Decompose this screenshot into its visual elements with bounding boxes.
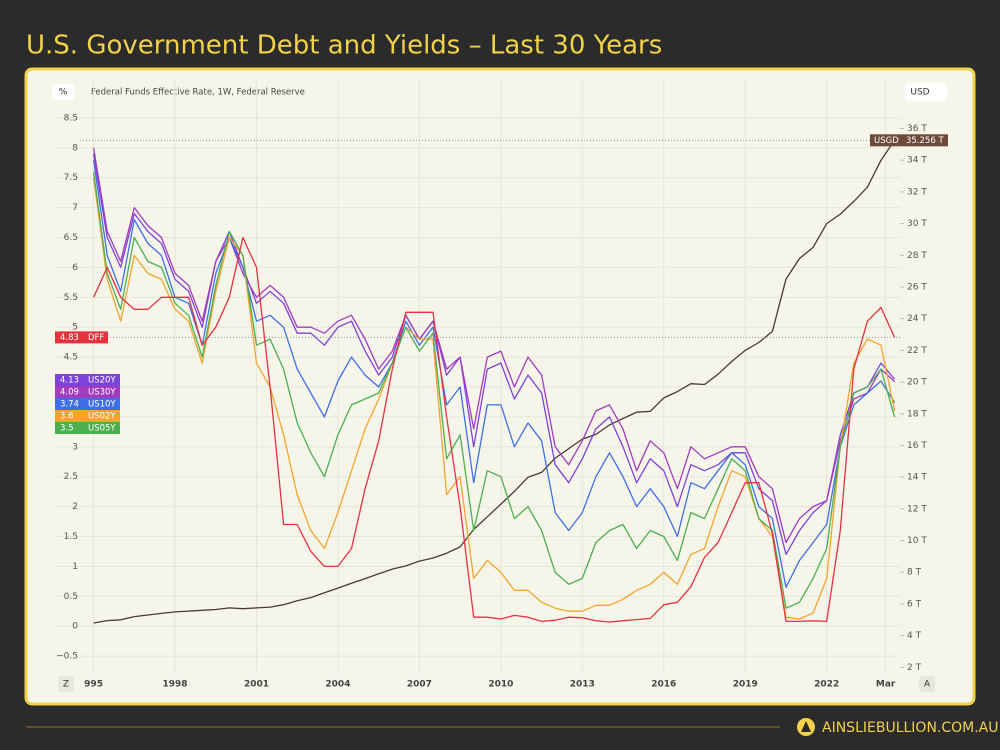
legend-label: US02Y	[88, 412, 116, 422]
y2-tick-label: 22 T	[907, 346, 927, 356]
plot-area: 995 1998 2001 2004 2007 2010 2013 2016 2019 2022 M…	[55, 80, 948, 690]
y-tick-label: 2.5	[64, 472, 78, 482]
legend-label: US20Y	[88, 376, 116, 386]
y2-tick-label: 4 T	[907, 631, 922, 641]
y2-tick-label: 30 T	[907, 219, 927, 229]
series-line	[93, 139, 896, 624]
y2-unit-box	[905, 83, 947, 101]
value-label: 35.256 T	[906, 136, 944, 146]
y-tick-label: 0.5	[64, 592, 78, 602]
y-tick-label: 8.5	[64, 113, 78, 123]
y-tick-label: 2	[72, 502, 78, 512]
x-tick-label: 2022	[814, 680, 839, 690]
legend-tag	[55, 398, 120, 410]
y-tick-label: 7	[72, 203, 78, 213]
legend-tag	[55, 410, 120, 422]
y2-tick-label: 20 T	[907, 378, 927, 388]
x-tick-label: 995	[84, 680, 103, 690]
y-unit-box	[52, 84, 74, 100]
y-tick-label: 4.5	[64, 353, 78, 363]
x-tick-label: 2010	[488, 680, 513, 690]
chart-title: U.S. Government Debt and Yields – Last 3…	[26, 31, 662, 61]
zoom-button[interactable]	[58, 676, 74, 692]
brand-logo-mark	[801, 721, 811, 732]
y2-tick-label: 32 T	[907, 187, 927, 197]
legend-label: US30Y	[88, 388, 116, 398]
legend-label: US10Y	[88, 400, 116, 410]
y-tick-label: 1.5	[64, 532, 78, 542]
y-tick-label: 3	[72, 442, 78, 452]
value-label: 4.09	[60, 388, 79, 398]
legend-tag	[55, 374, 120, 386]
x-tick-label: 2001	[244, 680, 269, 690]
y-tick-label: 5	[72, 323, 78, 333]
value-label: 3.6	[60, 412, 74, 422]
y2-axis-label: USD	[910, 88, 929, 98]
x-tick-label: Mar	[876, 680, 896, 690]
y2-tick-label: 34 T	[907, 156, 927, 166]
y2-tick-label: 18 T	[907, 409, 927, 419]
series-line	[92, 171, 896, 609]
value-label: 3.74	[60, 400, 79, 410]
y-tick-label: 8	[72, 143, 78, 153]
brand-name: AINSLIEBULLION.COM.AU	[822, 720, 999, 736]
x-tick-label: 2007	[407, 680, 432, 690]
series-name: DFF	[88, 333, 104, 343]
value-label: 4.13	[60, 376, 79, 386]
y2-tick-label: 16 T	[907, 441, 927, 451]
y-tick-label: 6.5	[64, 233, 78, 243]
y2-tick-label: 24 T	[907, 314, 927, 324]
y-tick-label: 7.5	[64, 173, 78, 183]
y2-tick-label: 26 T	[907, 282, 927, 292]
series-line	[93, 236, 896, 623]
y2-tick-label: 10 T	[907, 536, 927, 546]
y-tick-label: 6	[72, 263, 78, 273]
value-label: 3.5	[60, 424, 74, 434]
auto-button[interactable]	[919, 676, 935, 692]
series-line	[92, 177, 896, 620]
y-tick-label: 5.5	[64, 293, 78, 303]
subtitle: Federal Funds Effective Rate, 1W, Federa…	[91, 88, 305, 98]
y2-tick-label: 14 T	[907, 473, 927, 483]
x-tick-label: 1998	[163, 680, 188, 690]
y-axis-label: %	[59, 88, 68, 98]
value-tag	[870, 134, 948, 147]
y-tick-label: −0.5	[56, 652, 78, 662]
x-tick-label: 2004	[325, 680, 350, 690]
y-tick-label: 0	[72, 622, 78, 632]
value-tag	[55, 331, 108, 344]
zoom-button-label[interactable]: Z	[63, 680, 69, 690]
legend-tag	[55, 422, 120, 434]
y2-tick-label: 2 T	[907, 663, 922, 673]
x-tick-label: 2016	[651, 680, 676, 690]
auto-button-label[interactable]: A	[924, 680, 931, 690]
x-tick-label: 2013	[570, 680, 595, 690]
y2-tick-label: 28 T	[907, 251, 927, 261]
y2-tick-label: 36 T	[907, 124, 927, 134]
chart-panel	[24, 67, 976, 706]
legend-tag	[55, 386, 120, 398]
y2-tick-label: 12 T	[907, 504, 927, 514]
y2-tick-label: 8 T	[907, 568, 922, 578]
y-tick-label: 1	[72, 562, 78, 572]
series-line	[92, 159, 896, 588]
series-name: USGD	[874, 136, 899, 146]
x-tick-label: 2019	[733, 680, 758, 690]
value-label: 4.83	[60, 333, 79, 343]
legend-label: US05Y	[88, 424, 116, 434]
y2-tick-label: 6 T	[907, 599, 922, 609]
